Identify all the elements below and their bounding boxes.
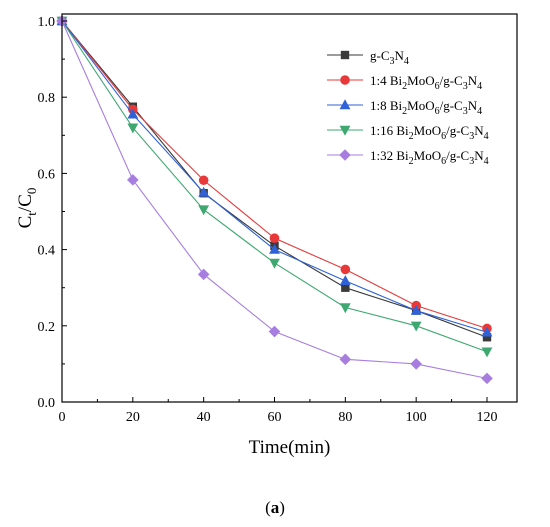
x-tick-label: 40 bbox=[197, 410, 211, 425]
legend-item: 1:16 Bi2MoO6/g-C3N4 bbox=[327, 123, 489, 142]
data-point bbox=[410, 304, 422, 315]
data-point bbox=[198, 175, 209, 186]
data-point bbox=[197, 268, 210, 281]
y-tick-label: 0.4 bbox=[38, 244, 56, 259]
series-line bbox=[61, 20, 488, 329]
data-point bbox=[339, 303, 351, 314]
legend-label: g-C3N4 bbox=[370, 48, 409, 67]
data-point bbox=[481, 326, 493, 337]
data-point bbox=[481, 372, 493, 385]
series-2 bbox=[57, 16, 492, 334]
series-line bbox=[61, 20, 488, 338]
data-point bbox=[339, 353, 352, 366]
series-3 bbox=[56, 15, 493, 337]
data-point bbox=[410, 321, 422, 332]
series-5 bbox=[56, 15, 493, 385]
axis-layer: 0 20 40 60 80 100 120 0.0 0.2 0.4 0.6 0.8 1.0 bbox=[38, 15, 498, 425]
data-point bbox=[340, 264, 351, 275]
y-axis-title-main: C bbox=[15, 216, 36, 229]
series-line bbox=[61, 20, 488, 353]
legend-marker bbox=[339, 125, 351, 136]
y-axis-title-sub2: 0 bbox=[24, 188, 39, 195]
y-tick-label: 1.0 bbox=[38, 15, 56, 30]
legend-marker bbox=[340, 50, 350, 60]
y-axis-title-sep: /C bbox=[15, 194, 36, 212]
y-tick-label: 0.2 bbox=[38, 320, 56, 335]
data-point bbox=[410, 358, 422, 370]
x-tick-label: 0 bbox=[59, 410, 66, 425]
y-tick-label: 0.8 bbox=[38, 91, 56, 106]
legend-label: 1:8 Bi2MoO6/g-C3N4 bbox=[370, 98, 482, 117]
plot-frame bbox=[61, 13, 518, 403]
data-point bbox=[341, 283, 350, 292]
y-axis-title-sub1: t bbox=[24, 212, 39, 216]
legend-marker bbox=[339, 99, 351, 110]
x-tick-label: 60 bbox=[268, 410, 282, 425]
legend-item: 1:32 Bi2MoO6/g-C3N4 bbox=[327, 148, 489, 167]
legend: g-C3N4 1:4 Bi2MoO6/g-C3N4 1:8 Bi2MoO6/g-C3… bbox=[327, 48, 489, 167]
data-point bbox=[269, 243, 280, 254]
x-tick-label: 80 bbox=[338, 410, 352, 425]
data-point bbox=[269, 258, 280, 269]
y-tick-label: 0.6 bbox=[38, 167, 56, 182]
legend-label: 1:4 Bi2MoO6/g-C3N4 bbox=[370, 73, 482, 92]
data-point bbox=[127, 123, 139, 134]
data-point bbox=[198, 186, 210, 197]
legend-marker bbox=[340, 75, 350, 85]
x-axis-title: Time(min) bbox=[249, 437, 331, 458]
legend-marker bbox=[339, 149, 351, 161]
y-tick-label: 0.0 bbox=[38, 396, 56, 411]
series-line bbox=[61, 20, 488, 333]
data-point bbox=[481, 347, 493, 358]
x-tick-label: 100 bbox=[406, 410, 427, 425]
series-4 bbox=[56, 16, 493, 358]
series-layer bbox=[56, 15, 493, 385]
series-1 bbox=[57, 16, 492, 342]
legend-label: 1:32 Bi2MoO6/g-C3N4 bbox=[370, 148, 489, 167]
data-point bbox=[269, 233, 280, 243]
legend-label: 1:16 Bi2MoO6/g-C3N4 bbox=[370, 123, 489, 142]
legend-item: 1:8 Bi2MoO6/g-C3N4 bbox=[327, 98, 482, 117]
data-point bbox=[268, 325, 281, 338]
x-tick-label: 120 bbox=[477, 410, 498, 425]
legend-item: 1:4 Bi2MoO6/g-C3N4 bbox=[327, 73, 482, 92]
x-tick-label: 20 bbox=[126, 410, 140, 425]
data-point bbox=[127, 108, 139, 119]
y-axis-title: Ct/C0 bbox=[15, 188, 39, 229]
data-point bbox=[198, 205, 210, 216]
data-point bbox=[482, 333, 492, 342]
legend-item: g-C3N4 bbox=[327, 48, 409, 67]
data-point bbox=[127, 174, 139, 186]
panel-label: (a) bbox=[265, 498, 285, 517]
data-point bbox=[339, 275, 351, 286]
